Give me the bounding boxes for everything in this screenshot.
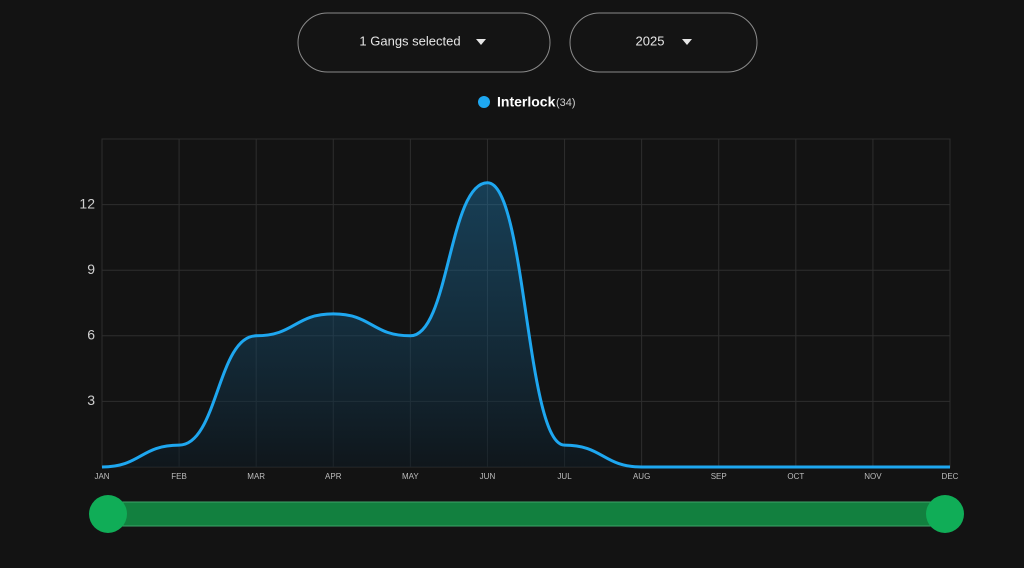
legend[interactable]: Interlock (34) (478, 94, 576, 110)
x-tick-label: FEB (171, 472, 187, 481)
y-tick-label: 12 (79, 195, 95, 211)
line (101, 181, 950, 469)
plot: 3 6 9 12 JAN FEB MAR APR MAY JUN JUL AUG SEP OCT NOV DE… (79, 138, 959, 481)
year-dropdown[interactable]: 2025 (569, 12, 758, 73)
x-tick-label: NOV (864, 472, 882, 481)
dropdown-box[interactable] (297, 12, 551, 73)
range-slider[interactable] (89, 495, 964, 533)
y-tick-label: 9 (87, 261, 95, 277)
x-tick-label: SEP (711, 472, 727, 481)
dropdown-arrow (682, 39, 692, 45)
slider-handle-end[interactable] (926, 495, 964, 533)
y-tick-label: 6 (87, 327, 95, 343)
legend-label: Interlock (497, 94, 556, 110)
x-tick-label: OCT (787, 472, 804, 481)
x-tick-label: JUL (557, 472, 572, 481)
slider-track (107, 501, 946, 527)
legend-marker (478, 96, 490, 108)
y-tick-label: 3 (87, 392, 95, 408)
x-tick-label: DEC (942, 472, 959, 481)
dropdown-arrow (476, 39, 486, 45)
dropdown-box[interactable] (569, 12, 758, 73)
x-tick-label: AUG (633, 472, 650, 481)
slider-handle-start[interactable] (89, 495, 127, 533)
gang-dropdown[interactable]: 1 Gangs selected (297, 12, 551, 73)
dropdown-label: 1 Gangs selected (359, 33, 460, 48)
area-fill (102, 182, 950, 467)
x-tick-label: APR (325, 472, 342, 481)
dropdown-label: 2025 (636, 33, 665, 48)
x-tick-label: JAN (94, 472, 109, 481)
x-tick-label: MAR (247, 472, 265, 481)
legend-count: (34) (556, 97, 576, 109)
x-tick-label: JUN (480, 472, 496, 481)
x-tick-label: MAY (402, 472, 419, 481)
